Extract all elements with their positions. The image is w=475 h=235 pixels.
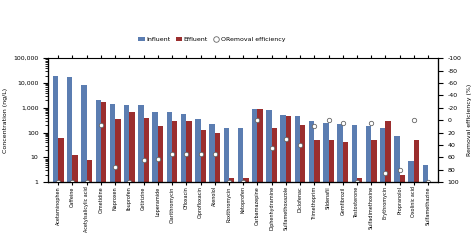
Bar	[195, 119, 200, 235]
Bar	[101, 102, 106, 235]
Bar	[229, 178, 234, 235]
Bar	[414, 140, 419, 235]
Point	[268, 146, 276, 150]
Point	[410, 118, 418, 122]
Point	[69, 180, 76, 184]
Bar	[124, 105, 129, 235]
Bar	[357, 178, 362, 235]
Bar	[329, 140, 334, 235]
Bar	[423, 165, 428, 235]
Point	[182, 153, 190, 156]
Bar	[238, 128, 243, 235]
Point	[325, 118, 332, 122]
Bar	[186, 121, 192, 235]
Bar	[294, 116, 300, 235]
Point	[125, 180, 133, 184]
Point	[197, 153, 204, 156]
Point	[97, 123, 105, 127]
Bar	[309, 121, 314, 235]
Bar	[314, 140, 320, 235]
Bar	[158, 126, 163, 235]
Point	[254, 118, 261, 122]
Bar	[53, 76, 58, 235]
Point	[353, 180, 361, 184]
Bar	[115, 119, 121, 235]
Bar	[337, 124, 343, 235]
Bar	[266, 110, 272, 235]
Point	[296, 143, 304, 147]
Point	[424, 180, 432, 184]
Bar	[352, 125, 357, 235]
Bar	[366, 126, 371, 235]
Bar	[215, 133, 220, 235]
Y-axis label: Removal efficiency (%): Removal efficiency (%)	[467, 84, 472, 156]
Bar	[300, 125, 305, 235]
Bar	[129, 113, 135, 235]
Point	[239, 180, 247, 184]
Point	[225, 180, 233, 184]
Bar	[428, 190, 434, 235]
Point	[168, 153, 176, 156]
Bar	[110, 104, 115, 235]
Point	[111, 165, 119, 168]
Bar	[399, 175, 405, 235]
Point	[396, 168, 403, 172]
Point	[154, 157, 162, 161]
Bar	[243, 178, 248, 235]
Bar	[272, 128, 277, 235]
Bar	[209, 124, 215, 235]
Bar	[87, 160, 92, 235]
Bar	[95, 100, 101, 235]
Bar	[280, 115, 286, 235]
Bar	[286, 116, 291, 235]
Point	[381, 171, 389, 175]
Point	[211, 153, 218, 156]
Bar	[385, 121, 391, 235]
Point	[311, 125, 318, 128]
Bar	[81, 86, 87, 235]
Bar	[224, 128, 229, 235]
Bar	[323, 123, 329, 235]
Bar	[408, 161, 414, 235]
Point	[55, 180, 62, 184]
Bar	[73, 155, 78, 235]
Bar	[343, 142, 348, 235]
Bar	[257, 109, 263, 235]
Bar	[167, 113, 172, 235]
Point	[140, 159, 147, 162]
Point	[83, 180, 91, 184]
Bar	[200, 130, 206, 235]
Bar	[380, 128, 385, 235]
Bar	[143, 118, 149, 235]
Bar	[371, 140, 377, 235]
Bar	[394, 137, 399, 235]
Point	[282, 137, 290, 141]
Bar	[252, 109, 257, 235]
Bar	[152, 112, 158, 235]
Bar	[138, 105, 143, 235]
Point	[339, 121, 347, 125]
Point	[367, 121, 375, 125]
Y-axis label: Concentration (ng/L): Concentration (ng/L)	[3, 88, 8, 153]
Bar	[172, 121, 178, 235]
Legend: Influent, Effluent, ORemoval efficiency: Influent, Effluent, ORemoval efficiency	[136, 34, 288, 44]
Bar	[58, 138, 64, 235]
Bar	[181, 114, 186, 235]
Bar	[67, 77, 73, 235]
